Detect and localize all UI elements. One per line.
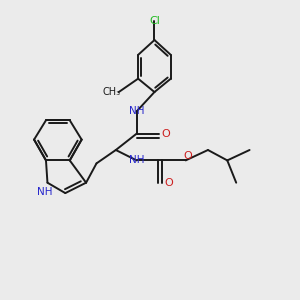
Text: NH: NH: [129, 155, 144, 165]
Text: CH₃: CH₃: [102, 87, 120, 97]
Text: NH: NH: [37, 187, 52, 196]
Text: O: O: [164, 178, 173, 188]
Text: NH: NH: [129, 106, 144, 116]
Text: O: O: [161, 129, 170, 139]
Text: Cl: Cl: [149, 16, 160, 26]
Text: O: O: [184, 151, 192, 161]
